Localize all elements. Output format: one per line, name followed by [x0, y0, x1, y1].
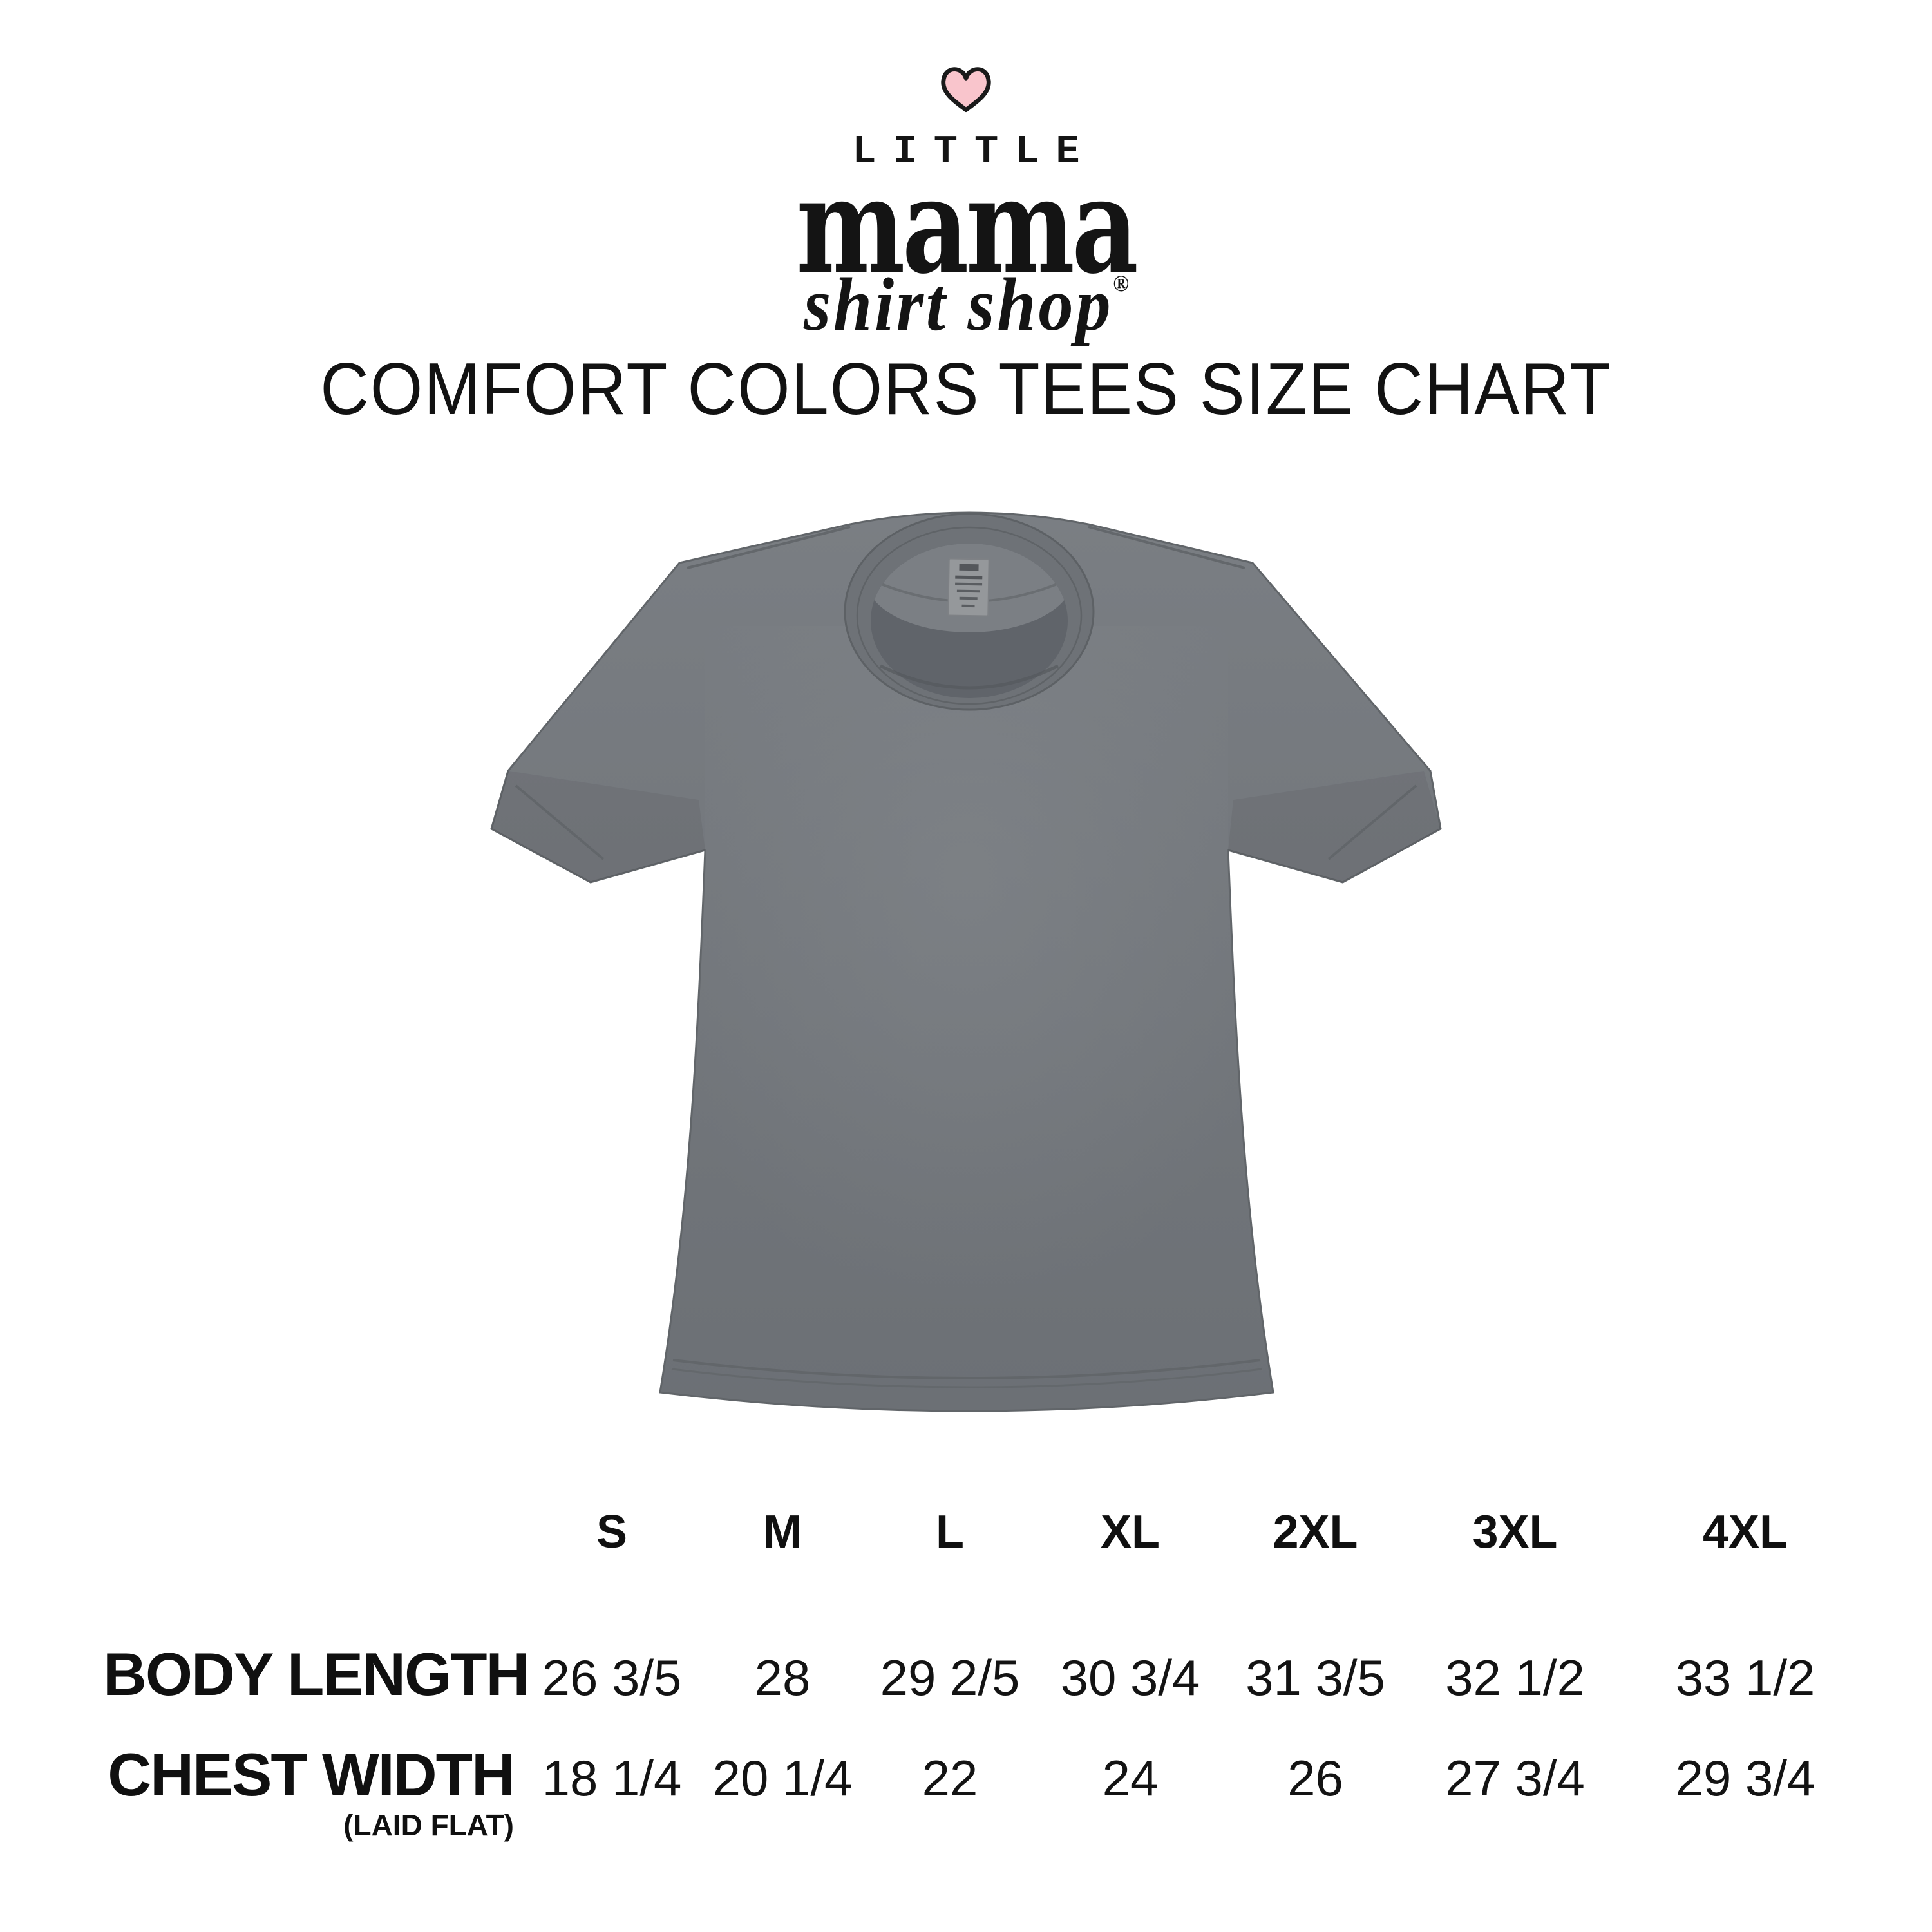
chest-width-2xl: 26: [1287, 1750, 1343, 1806]
chest-width-l: 22: [922, 1750, 978, 1806]
body-length-l: 29 2/5: [880, 1649, 1020, 1706]
body-length-3xl: 32 1/2: [1445, 1649, 1585, 1706]
row-label-body-length: BODY LENGTH: [103, 1640, 529, 1708]
brand-logo: LITTLE mama shirt shop®: [0, 62, 1932, 343]
chest-width-row: CHEST WIDTH (LAID FLAT) 18 1/4 20 1/4 22…: [103, 1745, 1868, 1842]
size-header-row: S M L XL 2XL 3XL 4XL: [103, 1509, 1868, 1555]
chest-width-3xl: 27 3/4: [1445, 1750, 1585, 1806]
size-header-4xl: 4XL: [1702, 1506, 1788, 1558]
registered-trademark-icon: ®: [1112, 270, 1129, 296]
chest-width-s: 18 1/4: [542, 1750, 682, 1806]
logo-word-little: LITTLE: [852, 129, 1097, 175]
size-header-xl: XL: [1100, 1506, 1160, 1558]
body-length-s: 26 3/5: [542, 1649, 682, 1706]
row-label-chest-width: CHEST WIDTH (LAID FLAT): [103, 1745, 522, 1842]
heart-icon: [941, 67, 991, 113]
tshirt-product-image: [490, 511, 1442, 1412]
body-length-row: BODY LENGTH 26 3/5 28 29 2/5 30 3/4 31 3…: [103, 1644, 1868, 1705]
size-header-l: L: [936, 1506, 964, 1558]
chest-width-xl: 24: [1102, 1750, 1159, 1806]
size-header-s: S: [596, 1506, 628, 1558]
size-header-m: M: [763, 1506, 802, 1558]
body-length-xl: 30 3/4: [1060, 1649, 1200, 1706]
logo-word-mama: mama: [796, 149, 1139, 303]
body-length-m: 28: [754, 1649, 811, 1706]
size-header-2xl: 2XL: [1273, 1506, 1358, 1558]
body-length-4xl: 33 1/2: [1675, 1649, 1815, 1706]
body-length-2xl: 31 3/5: [1245, 1649, 1385, 1706]
size-header-3xl: 3XL: [1472, 1506, 1558, 1558]
logo-word-shirt-shop: shirt shop®: [803, 262, 1129, 346]
row-sublabel-laid-flat: (LAID FLAT): [343, 1808, 514, 1842]
tshirt-neck-tag: [947, 558, 990, 617]
chest-width-4xl: 29 3/4: [1675, 1750, 1815, 1806]
chest-width-m: 20 1/4: [712, 1750, 853, 1806]
page-title: COMFORT COLORS TEES SIZE CHART: [320, 348, 1612, 430]
